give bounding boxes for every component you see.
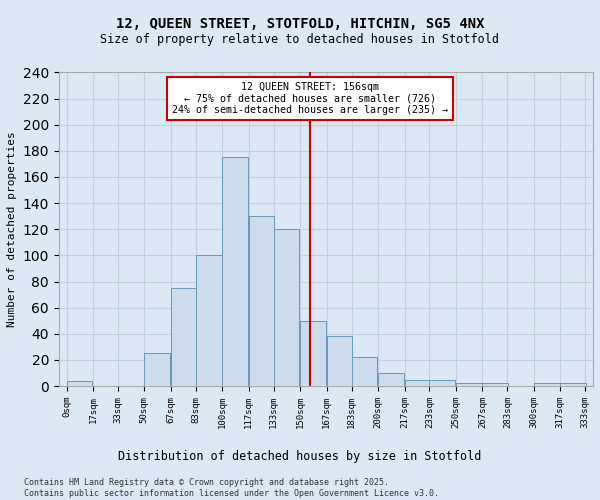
Bar [430, 380, 455, 386]
Bar [222, 158, 248, 386]
Bar [249, 216, 274, 386]
Bar [534, 384, 560, 386]
Bar [171, 288, 197, 386]
Bar [352, 358, 377, 386]
Text: Contains HM Land Registry data © Crown copyright and database right 2025.
Contai: Contains HM Land Registry data © Crown c… [24, 478, 439, 498]
Bar [274, 230, 299, 386]
Y-axis label: Number of detached properties: Number of detached properties [7, 132, 17, 327]
Bar [67, 381, 92, 386]
Bar [456, 384, 482, 386]
Bar [560, 384, 586, 386]
Text: 12, QUEEN STREET, STOTFOLD, HITCHIN, SG5 4NX: 12, QUEEN STREET, STOTFOLD, HITCHIN, SG5… [116, 18, 484, 32]
Text: Size of property relative to detached houses in Stotfold: Size of property relative to detached ho… [101, 32, 499, 46]
Text: 12 QUEEN STREET: 156sqm
← 75% of detached houses are smaller (726)
24% of semi-d: 12 QUEEN STREET: 156sqm ← 75% of detache… [172, 82, 448, 115]
Bar [326, 336, 352, 386]
Bar [300, 320, 326, 386]
Text: Distribution of detached houses by size in Stotfold: Distribution of detached houses by size … [118, 450, 482, 463]
Bar [482, 384, 508, 386]
Bar [404, 380, 430, 386]
Bar [378, 373, 404, 386]
Bar [145, 354, 170, 386]
Bar [196, 256, 221, 386]
